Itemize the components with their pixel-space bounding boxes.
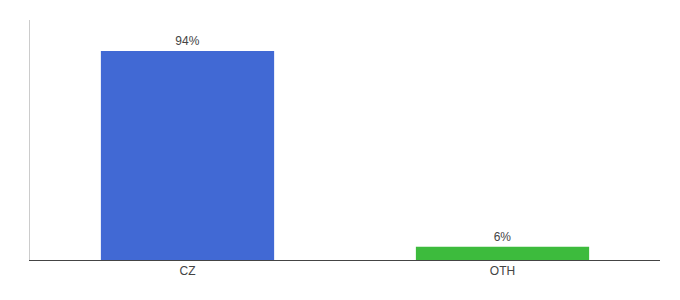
svg-text:CZ: CZ — [180, 264, 196, 278]
svg-text:OTH: OTH — [490, 264, 515, 278]
svg-text:94%: 94% — [175, 34, 199, 48]
svg-text:6%: 6% — [494, 230, 512, 244]
